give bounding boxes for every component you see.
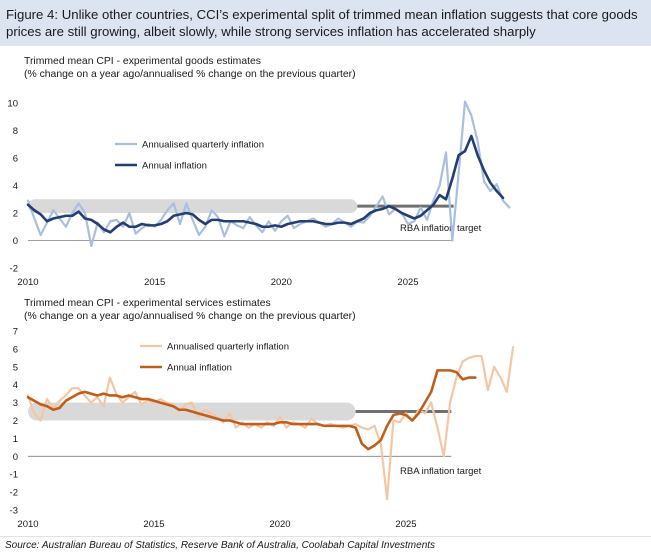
chart-1-plot: -2 0 2 4 6 8 10 2010 2015 2020 2025 RBA inflation t… (7, 99, 511, 288)
chart-2-y-tick-label: 3 (13, 398, 18, 409)
chart-1-x-tick-label: 2015 (144, 277, 165, 288)
chart-1-series-quarterly-line (26, 100, 511, 248)
chart-1-y-tick-label: 8 (13, 126, 18, 137)
chart-2-target-label: RBA inflation target (400, 466, 482, 477)
chart-2-y-tick-label: -2 (10, 488, 18, 499)
chart-1-x-tick-label: 2025 (397, 277, 418, 288)
chart-2-subtitle: (% change on a year ago/annualised % cha… (24, 311, 356, 322)
chart-1-y-tick-label: -2 (10, 264, 18, 275)
chart-1-title: Trimmed mean CPI - experimental goods es… (24, 56, 261, 67)
chart-1-legend-label-annual: Annual inflation (142, 161, 207, 172)
chart-2-x-tick-label: 2015 (143, 519, 164, 530)
chart-2-y-tick-label: -1 (10, 470, 18, 481)
chart-2-x-tick-label: 2020 (269, 519, 290, 530)
chart-2-x-tick-label: 2010 (17, 519, 38, 530)
chart-1-y-tick-label: 2 (13, 209, 18, 220)
chart-2-y-tick-label: 0 (13, 452, 18, 463)
chart-2-y-tick-label: 6 (13, 344, 18, 355)
chart-1-x-tick-label: 2020 (271, 277, 292, 288)
chart-2-y-tick-label: 1 (13, 434, 18, 445)
figure-header: Figure 4: Unlike other countries, CCI’s … (0, 0, 651, 46)
chart-1-y-tick-label: 6 (13, 154, 18, 165)
chart-1-y-tick-label: 4 (13, 181, 18, 192)
chart-1-y-tick-label: 0 (13, 236, 18, 247)
chart-1-series-annual-line (26, 134, 505, 234)
source-note: Source: Australian Bureau of Statistics,… (5, 540, 436, 551)
chart-2-y-tick-label: 7 (13, 327, 18, 338)
chart-1-legend-label-quarterly: Annualised quarterly inflation (142, 140, 264, 151)
chart-2-plot: -3 -2 -1 0 1 2 3 4 5 6 7 2010 2015 2020 2025 RBA inflat… (10, 327, 515, 530)
chart-2-y-tick-label: 4 (13, 380, 18, 391)
chart-2-legend-label-annual: Annual inflation (167, 363, 232, 374)
chart-1-x-tick-label: 2010 (17, 277, 38, 288)
chart-2-series-annual-line (26, 369, 477, 451)
chart-1-subtitle: (% change on a year ago/annualised % cha… (24, 69, 356, 80)
chart-1-target-band (28, 199, 358, 213)
chart-2-x-tick-label: 2025 (395, 519, 416, 530)
source-divider (0, 536, 651, 537)
chart-2-y-tick-label: -3 (10, 506, 18, 517)
chart-2-title: Trimmed mean CPI - experimental services… (24, 298, 271, 309)
chart-2-legend-label-quarterly: Annualised quarterly inflation (167, 342, 289, 353)
chart-2-y-tick-label: 2 (13, 416, 18, 427)
chart-2-y-tick-label: 5 (13, 362, 18, 373)
chart-1-target-label: RBA inflation target (400, 223, 482, 234)
chart-1-y-tick-label: 10 (7, 99, 18, 110)
